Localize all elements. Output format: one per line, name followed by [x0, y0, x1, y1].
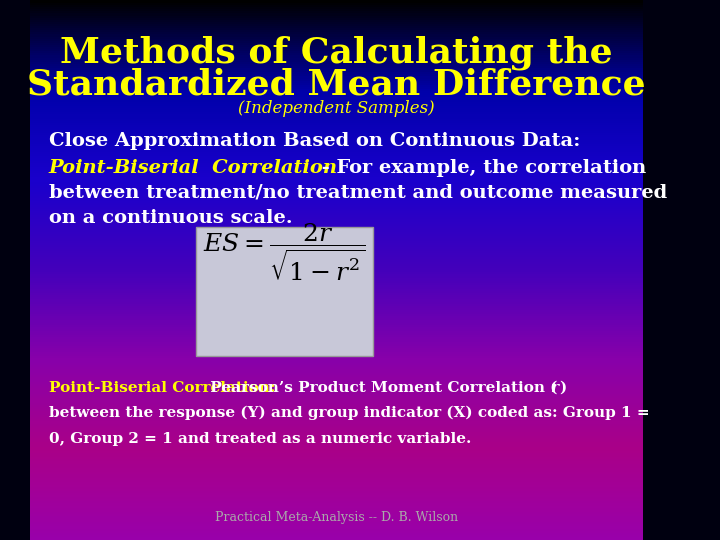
Text: Methods of Calculating the: Methods of Calculating the — [60, 35, 613, 70]
Text: Pearson’s Product Moment Correlation (: Pearson’s Product Moment Correlation ( — [205, 381, 557, 395]
FancyBboxPatch shape — [196, 227, 374, 356]
Text: on a continuous scale.: on a continuous scale. — [49, 209, 292, 227]
Text: between the response (Y) and group indicator (X) coded as: Group 1 =: between the response (Y) and group indic… — [49, 406, 649, 421]
Text: $ES = \dfrac{2r}{\sqrt{1-r^2}}$: $ES = \dfrac{2r}{\sqrt{1-r^2}}$ — [204, 221, 366, 281]
Text: 0, Group 2 = 1 and treated as a numeric variable.: 0, Group 2 = 1 and treated as a numeric … — [49, 432, 471, 446]
Text: Point-Biserial  Correlation: Point-Biserial Correlation — [49, 159, 338, 177]
Text: - For example, the correlation: - For example, the correlation — [315, 159, 647, 177]
Text: r: r — [550, 381, 558, 395]
Text: Point-Biserial Correlation:: Point-Biserial Correlation: — [49, 381, 281, 395]
Text: between treatment/no treatment and outcome measured: between treatment/no treatment and outco… — [49, 184, 667, 201]
Text: Standardized Mean Difference: Standardized Mean Difference — [27, 68, 646, 102]
Text: ): ) — [559, 381, 567, 395]
Text: Close Approximation Based on Continuous Data:: Close Approximation Based on Continuous … — [49, 132, 580, 150]
Text: (Independent Samples): (Independent Samples) — [238, 100, 435, 117]
Text: Practical Meta-Analysis -- D. B. Wilson: Practical Meta-Analysis -- D. B. Wilson — [215, 511, 458, 524]
